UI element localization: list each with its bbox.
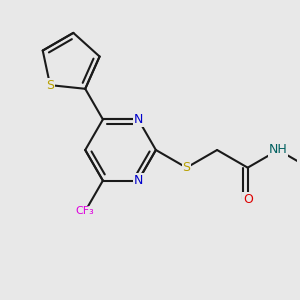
Text: S: S [182,161,190,174]
Text: NH: NH [269,143,288,157]
Text: S: S [46,79,54,92]
Text: N: N [134,113,143,126]
Text: CF₃: CF₃ [76,206,94,216]
Text: O: O [243,193,253,206]
Text: N: N [134,174,143,187]
